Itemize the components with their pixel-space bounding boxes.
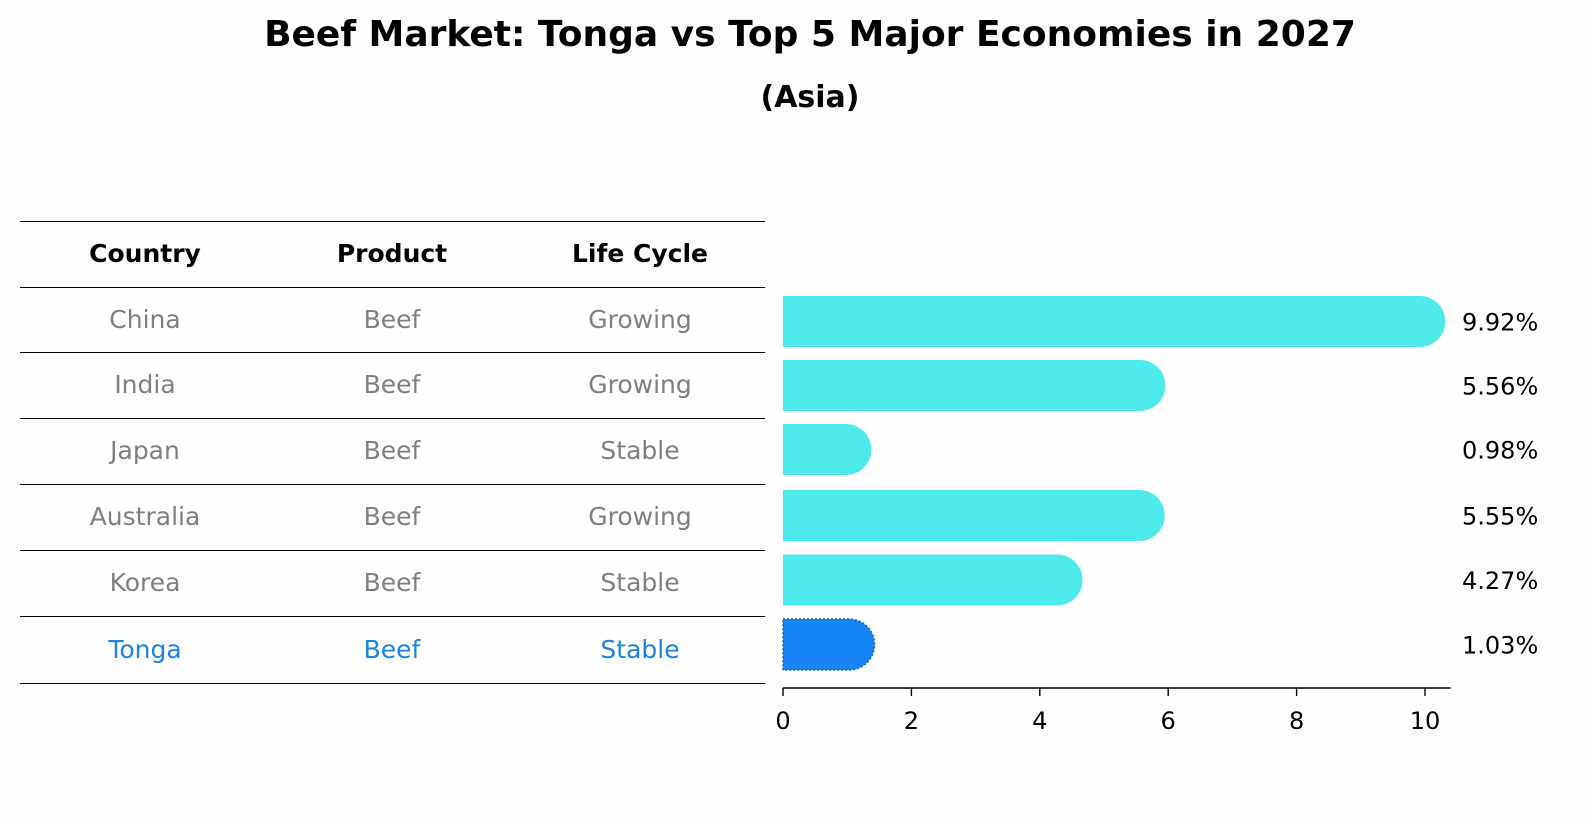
value-label-japan: 0.98% (1462, 437, 1538, 465)
table-cell-life-cycle: Growing (588, 502, 692, 531)
table-cell-life-cycle: Stable (600, 634, 680, 664)
table-rule (20, 287, 765, 288)
x-tick-label: 4 (1032, 707, 1047, 735)
table-cell-country: China (109, 304, 181, 334)
table-cell-life-cycle: Stable (600, 436, 680, 465)
chart-title: Beef Market: Tonga vs Top 5 Major Econom… (264, 14, 1356, 55)
header-product: Product (336, 239, 448, 268)
table-cell-country: Japan (110, 436, 180, 465)
value-label-tonga: 1.03% (1462, 632, 1538, 660)
table-rule (20, 418, 765, 419)
bar-tonga (782, 618, 876, 671)
value-label-korea: 4.27% (1462, 567, 1538, 595)
bar-china (783, 296, 1446, 347)
table-rule (20, 550, 765, 551)
table-cell-product: Beef (363, 436, 421, 465)
x-tick-label: 0 (775, 707, 790, 735)
table-cell-product: Beef (363, 634, 421, 664)
table-cell-life-cycle: Growing (588, 304, 692, 334)
table-cell-product: Beef (363, 502, 421, 531)
x-tick-label: 6 (1161, 707, 1176, 735)
chart-subtitle: (Asia) (760, 80, 860, 115)
table-cell-life-cycle: Stable (600, 568, 680, 597)
table-cell-product: Beef (363, 568, 421, 597)
table-rule (20, 352, 765, 353)
table-cell-life-cycle: Growing (588, 370, 692, 399)
table-cell-country: India (114, 370, 176, 399)
bar-india (783, 360, 1166, 411)
x-tick-label: 10 (1410, 707, 1441, 735)
header-life-cycle: Life Cycle (571, 239, 709, 268)
value-label-china: 9.92% (1462, 309, 1538, 337)
x-tick-label: 8 (1289, 707, 1304, 735)
table-rule (20, 484, 765, 485)
value-label-australia: 5.55% (1462, 503, 1538, 531)
value-label-india: 5.56% (1462, 373, 1538, 401)
table-cell-country: Korea (109, 568, 181, 597)
table-rule (20, 616, 765, 617)
header-country: Country (89, 239, 201, 268)
bar-japan (783, 424, 872, 475)
bar-korea (783, 554, 1083, 606)
table-cell-country: Tonga (108, 634, 182, 664)
table-rule (20, 221, 765, 222)
table-cell-country: Australia (89, 502, 201, 531)
table-rule (20, 683, 765, 684)
x-tick-label: 2 (904, 707, 919, 735)
table-cell-product: Beef (363, 370, 421, 399)
bar-australia (783, 490, 1165, 541)
table-cell-product: Beef (363, 304, 421, 334)
